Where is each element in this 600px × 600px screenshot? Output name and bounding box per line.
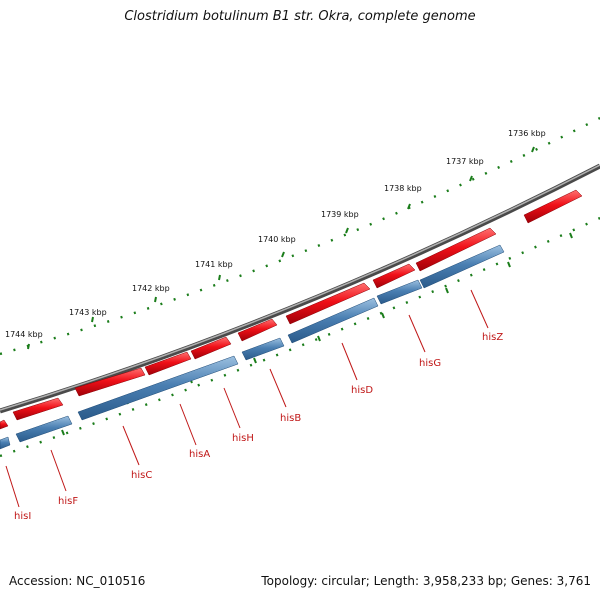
gene-label-leaders bbox=[5, 289, 489, 508]
map-title: Clostridium botulinum B1 str. Okra, comp… bbox=[124, 9, 476, 24]
tick-label: 1744 kbp bbox=[5, 330, 43, 339]
tick-label: 1738 kbp bbox=[384, 184, 422, 193]
gene-arrow[interactable] bbox=[12, 397, 64, 421]
gene-label-hisB: hisB bbox=[280, 413, 301, 424]
tick-label: 1742 kbp bbox=[132, 284, 170, 293]
tick-label: 1743 kbp bbox=[69, 308, 107, 317]
gene-arrow[interactable] bbox=[523, 189, 583, 224]
cds-bar[interactable] bbox=[77, 355, 239, 421]
cds-bar[interactable] bbox=[376, 279, 423, 305]
gene-arrow[interactable] bbox=[144, 351, 192, 376]
gene-arrow[interactable] bbox=[74, 367, 146, 397]
ruler-tick-labels: 1736 kbp 1737 kbp 1738 kbp 1739 kbp 1740… bbox=[5, 129, 546, 339]
genome-backbone bbox=[0, 163, 600, 414]
gene-arrow[interactable] bbox=[415, 227, 497, 272]
gene-label-hisC: hisC bbox=[131, 470, 152, 481]
cds-bar[interactable] bbox=[419, 244, 505, 289]
tick-label: 1741 kbp bbox=[195, 260, 233, 269]
accession-text: Accession: NC_010516 bbox=[9, 574, 146, 588]
cds-bar[interactable] bbox=[287, 297, 379, 344]
gene-label-hisH: hisH bbox=[232, 433, 254, 444]
gene-label-hisD: hisD bbox=[351, 385, 373, 396]
gene-labels: hisZ hisG hisD hisB hisH hisA hisC hisF … bbox=[14, 332, 503, 522]
gene-label-hisG: hisG bbox=[419, 358, 441, 369]
tick-label: 1739 kbp bbox=[321, 210, 359, 219]
gene-label-hisA: hisA bbox=[189, 449, 210, 460]
tick-label: 1740 kbp bbox=[258, 235, 296, 244]
gene-arrow[interactable] bbox=[285, 282, 371, 325]
cds-bar[interactable] bbox=[15, 415, 73, 443]
tick-label: 1736 kbp bbox=[508, 129, 546, 138]
gene-arrow[interactable] bbox=[190, 336, 232, 360]
gene-label-hisZ: hisZ bbox=[482, 332, 503, 343]
genome-summary-text: Topology: circular; Length: 3,958,233 bp… bbox=[261, 574, 591, 588]
outer-major-ticks bbox=[27, 146, 535, 350]
gene-arrow[interactable] bbox=[0, 419, 9, 430]
gene-arrow[interactable] bbox=[237, 318, 278, 342]
gene-arrow[interactable] bbox=[372, 263, 416, 289]
tick-label: 1737 kbp bbox=[446, 157, 484, 166]
cds-bar[interactable] bbox=[241, 337, 285, 361]
gene-label-hisF: hisF bbox=[58, 496, 78, 507]
gene-label-hisI: hisI bbox=[14, 511, 31, 522]
gene-features bbox=[0, 189, 583, 430]
cds-features bbox=[0, 244, 505, 450]
cds-bar[interactable] bbox=[0, 436, 11, 450]
